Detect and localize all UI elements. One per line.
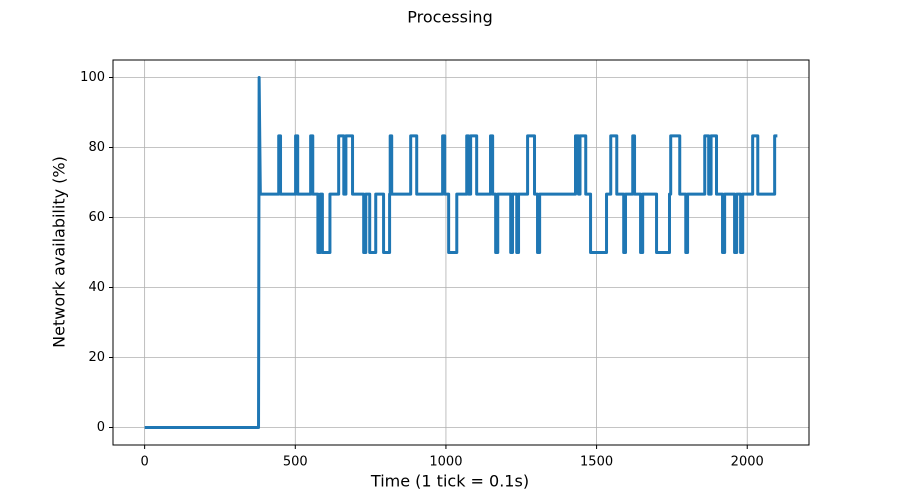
x-tick-label: 0 — [140, 455, 148, 470]
y-tick-label: 0 — [97, 420, 105, 435]
x-tick-label: 500 — [283, 455, 308, 470]
y-tick-label: 80 — [88, 140, 105, 155]
plot-frame — [112, 59, 810, 446]
x-axis-label: Time (1 tick = 0.1s) — [370, 472, 529, 491]
y-axis-label: Network availability (%) — [50, 156, 69, 348]
data-line — [144, 76, 778, 429]
chart-title: Processing — [407, 8, 492, 27]
y-tick-label: 100 — [80, 70, 105, 85]
x-tick-label: 2000 — [731, 455, 764, 470]
x-tick-label: 1000 — [429, 455, 462, 470]
y-tick-label: 20 — [88, 350, 105, 365]
y-tick-label: 60 — [88, 210, 105, 225]
y-tick-label: 40 — [88, 280, 105, 295]
x-tick-label: 1500 — [580, 455, 613, 470]
